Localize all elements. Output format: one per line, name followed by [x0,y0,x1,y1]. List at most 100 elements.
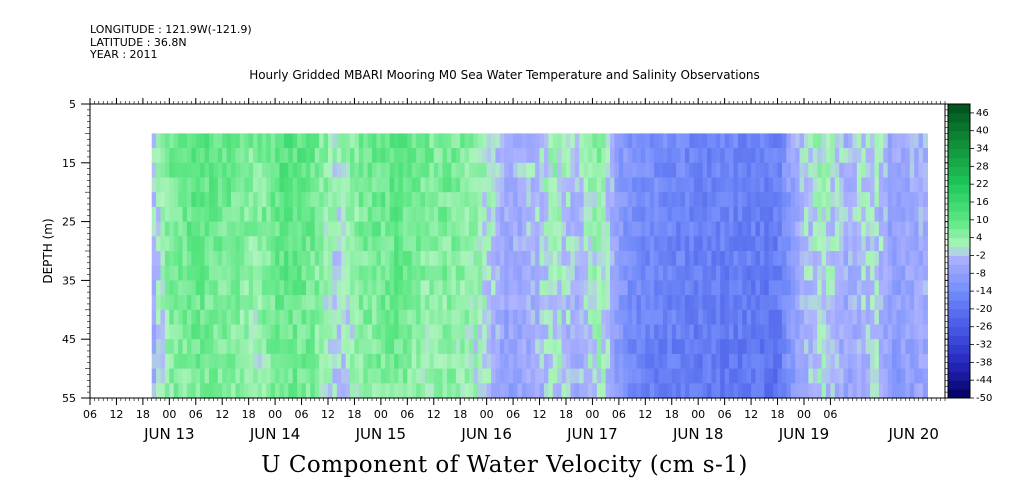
heatmap-cell [684,295,690,311]
heatmap-cell [786,309,792,326]
heatmap-cell [341,192,347,208]
heatmap-cell [817,133,823,149]
heatmap-cell [676,339,682,355]
heatmap-cell [297,148,303,164]
heatmap-cell [667,383,673,399]
heatmap-cell [896,177,902,193]
heatmap-cell [707,148,713,164]
heatmap-cell [693,192,699,208]
heatmap-cell [839,295,845,311]
heatmap-cell [786,295,792,311]
heatmap-cell [424,192,430,208]
heatmap-cell [521,236,527,252]
heatmap-cell [535,383,541,399]
heatmap-cell [186,206,192,223]
heatmap-cell [570,295,576,311]
heatmap-cell [446,221,452,237]
heatmap-cell [200,339,206,355]
heatmap-cell [151,265,157,281]
x-day-label: JUN 17 [566,425,617,443]
heatmap-cell [398,339,404,355]
heatmap-cell [892,353,898,370]
heatmap-cell [922,383,928,399]
heatmap-cell [226,383,232,399]
heatmap-cell [407,133,413,149]
heatmap-cell [905,353,911,370]
heatmap-cell [684,280,690,296]
heatmap-cell [319,265,325,281]
heatmap-cell [486,353,492,370]
heatmap-cell [795,236,801,252]
heatmap-cell [491,221,497,237]
heatmap-cell [870,162,876,179]
heatmap-cell [764,383,770,399]
heatmap-cell [380,206,386,223]
heatmap-cell [618,324,624,340]
heatmap-cell [601,353,607,370]
heatmap-cell [874,206,880,223]
heatmap-cell [790,148,796,164]
heatmap-cell [539,309,545,326]
heatmap-cell [442,177,448,193]
heatmap-cell [565,206,571,223]
heatmap-cell [266,309,272,326]
heatmap-cell [640,295,646,311]
heatmap-cell [204,162,210,179]
heatmap-cell [482,236,488,252]
heatmap-cell [878,221,884,237]
heatmap-cell [808,192,814,208]
heatmap-cell [442,368,448,384]
heatmap-cell [605,309,611,326]
heatmap-cell [217,353,223,370]
heatmap-cell [601,383,607,399]
heatmap-cell [288,251,294,267]
heatmap-cell [275,177,281,193]
heatmap-cell [548,353,554,370]
heatmap-cell [746,133,752,149]
heatmap-cell [283,324,289,340]
heatmap-cell [455,221,461,237]
heatmap-cell [200,162,206,179]
heatmap-cell [208,353,215,370]
heatmap-cell [248,265,254,281]
heatmap-cell [759,206,765,223]
heatmap-cell [164,353,170,370]
heatmap-cell [460,192,466,208]
heatmap-cell [812,324,818,340]
heatmap-cell [922,309,928,326]
heatmap-cell [618,206,624,223]
heatmap-cell [689,368,695,384]
heatmap-cell [852,280,858,296]
heatmap-cell [186,353,192,370]
heatmap-cell [499,192,505,208]
heatmap-cell [914,280,920,296]
heatmap-cell [601,148,607,164]
heatmap-cell [627,280,633,296]
heatmap-cell [759,309,765,326]
heatmap-cell [733,133,739,149]
heatmap-cell [786,133,792,149]
heatmap-cell [451,339,457,355]
heatmap-cell [530,148,536,164]
heatmap-cell [416,133,422,149]
colorbar-label: -38 [976,357,992,368]
heatmap-cell [570,265,576,281]
heatmap-cell [680,251,686,267]
heatmap-cell [191,251,197,267]
heatmap-cell [689,339,695,355]
heatmap-cell [164,368,170,384]
heatmap-cell [231,295,237,311]
heatmap-cell [909,324,915,340]
heatmap-cell [482,295,488,311]
heatmap-cell [279,265,285,281]
heatmap-cell [715,206,721,223]
heatmap-cell [407,295,413,311]
heatmap-cell [477,148,483,164]
heatmap-cell [711,295,717,311]
heatmap-cell [160,251,166,267]
heatmap-cell [887,148,893,164]
heatmap-cell [363,206,369,223]
heatmap-cell [856,339,862,355]
heatmap-cell [521,162,527,179]
heatmap-cell [327,309,333,326]
